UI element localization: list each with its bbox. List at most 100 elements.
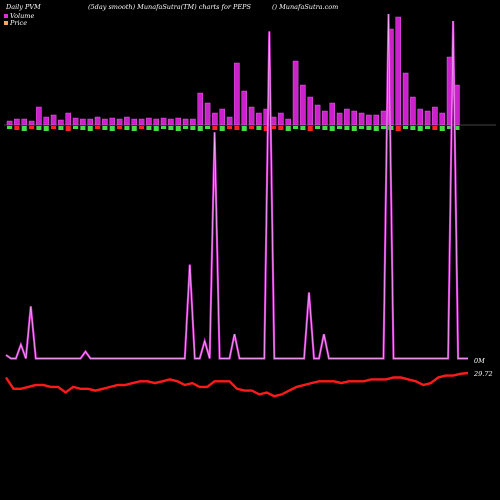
- direction-bar: [454, 126, 460, 130]
- direction-bar: [227, 126, 233, 129]
- direction-bar: [337, 126, 343, 129]
- volume-bar: [234, 62, 240, 126]
- direction-bar: [395, 126, 401, 131]
- volume-bar: [124, 116, 130, 126]
- chart-header-source: () MunafaSutra.com: [272, 3, 339, 11]
- direction-bar: [307, 126, 313, 131]
- legend-swatch-price: [4, 21, 8, 25]
- price-axis-label: 29.72: [473, 370, 493, 378]
- volume-bar: [410, 96, 416, 126]
- volume-bar: [138, 118, 145, 126]
- direction-bar: [80, 126, 86, 130]
- volume-bar: [278, 112, 284, 126]
- direction-bar: [410, 126, 416, 130]
- volume-bar: [241, 90, 248, 126]
- direction-bar: [183, 126, 189, 129]
- volume-bar: [226, 116, 233, 126]
- volume-bar: [314, 104, 321, 126]
- direction-bar: [432, 126, 438, 130]
- volume-bar: [58, 119, 64, 126]
- volume-bar: [366, 114, 372, 126]
- direction-bar: [205, 126, 211, 129]
- volume-bar: [43, 116, 50, 126]
- direction-bar: [373, 126, 379, 131]
- direction-bar: [21, 126, 27, 131]
- direction-bar: [109, 126, 115, 131]
- volume-bar: [256, 112, 262, 126]
- volume-bar: [204, 102, 211, 126]
- direction-bar: [197, 126, 203, 131]
- direction-bar: [403, 126, 409, 129]
- direction-bar: [234, 126, 240, 130]
- direction-bar: [366, 126, 372, 130]
- volume-bar: [146, 117, 152, 126]
- volume-bar: [197, 92, 204, 126]
- direction-bar: [322, 126, 328, 130]
- direction-bar: [87, 126, 93, 131]
- direction-bar: [65, 126, 71, 131]
- direction-bar: [329, 126, 335, 131]
- volume-bar: [300, 84, 306, 126]
- direction-bar: [73, 126, 79, 129]
- volume-bar: [212, 112, 218, 126]
- volume-bar: [351, 110, 357, 126]
- volume-bar: [219, 108, 226, 126]
- direction-bar: [95, 126, 101, 129]
- direction-bar: [425, 126, 431, 129]
- direction-bar: [219, 126, 225, 131]
- direction-bar: [212, 126, 218, 130]
- chart-header-title: (5day smooth) MunafaSutra(TM) charts for…: [88, 3, 251, 11]
- direction-bar: [43, 126, 49, 131]
- volume-bar: [344, 108, 350, 126]
- volume-axis-label: 0M: [474, 357, 485, 365]
- direction-bar: [153, 126, 159, 131]
- volume-bar: [94, 116, 101, 126]
- volume-bar: [168, 118, 174, 126]
- legend-item-price: Price: [4, 19, 27, 27]
- volume-bar: [402, 72, 409, 126]
- volume-bar: [322, 110, 328, 126]
- direction-bar: [241, 126, 247, 131]
- volume-bar: [36, 106, 42, 126]
- volume-bar: [417, 108, 423, 126]
- volume-bar: [248, 106, 255, 126]
- direction-bar: [278, 126, 284, 130]
- volume-bar: [109, 117, 115, 126]
- legend-label-price: Price: [10, 19, 28, 27]
- direction-bar: [36, 126, 42, 130]
- direction-bar: [249, 126, 255, 129]
- direction-bar: [439, 126, 445, 131]
- chart-header-left: Daily PVM: [6, 3, 41, 11]
- direction-bar: [293, 126, 299, 129]
- volume-bar: [190, 118, 196, 126]
- direction-bar: [124, 126, 130, 130]
- legend-item-volume: Volume: [4, 12, 34, 20]
- direction-bar: [161, 126, 167, 129]
- direction-bar: [190, 126, 196, 130]
- direction-bar: [51, 126, 57, 129]
- volume-bar: [285, 118, 291, 126]
- direction-bar: [146, 126, 152, 130]
- direction-bar: [117, 126, 123, 129]
- volume-bar: [153, 118, 160, 126]
- volume-bar: [6, 120, 13, 126]
- volume-bar: [439, 112, 445, 126]
- direction-bar: [351, 126, 357, 131]
- direction-bar: [168, 126, 174, 130]
- volume-bar: [292, 60, 299, 126]
- volume-bar: [116, 118, 123, 126]
- volume-bar: [432, 106, 438, 126]
- volume-bar: [87, 118, 93, 126]
- direction-bar: [417, 126, 423, 131]
- volume-bar: [182, 118, 189, 126]
- volume-bar: [21, 118, 27, 126]
- direction-bar: [29, 126, 35, 129]
- direction-bar: [300, 126, 306, 130]
- volume-bar: [28, 120, 35, 126]
- direction-bar: [315, 126, 321, 129]
- volume-bar: [358, 112, 365, 126]
- volume-bar: [72, 117, 79, 126]
- volume-bars: [6, 16, 460, 131]
- direction-bar: [256, 126, 262, 130]
